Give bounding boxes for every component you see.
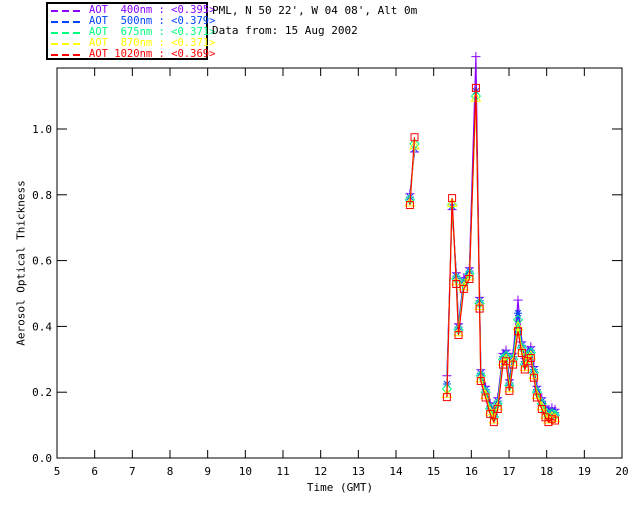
data-point-marker bbox=[505, 386, 514, 395]
legend-row: AOT 1020nm : <0.369> bbox=[51, 49, 215, 60]
series-line-aot-400nm bbox=[409, 56, 556, 413]
y-tick-label: 0.6 bbox=[32, 255, 52, 268]
data-point-marker bbox=[529, 373, 538, 382]
data-point-marker bbox=[541, 413, 550, 422]
legend-row: AOT 400nm : <0.395> bbox=[51, 5, 215, 16]
x-tick-label: 20 bbox=[615, 465, 628, 478]
x-tick-label: 14 bbox=[389, 465, 403, 478]
series-markers-aot-500nm bbox=[405, 87, 559, 419]
data-point-marker bbox=[544, 418, 553, 427]
data-point-marker bbox=[476, 377, 485, 385]
legend-label: AOT 400nm : <0.395> bbox=[89, 4, 216, 16]
data-point-marker bbox=[512, 314, 524, 326]
legend-row: AOT 500nm : <0.379> bbox=[51, 16, 215, 27]
data-point-marker bbox=[459, 284, 468, 293]
x-tick-label: 19 bbox=[578, 465, 591, 478]
data-point-marker bbox=[514, 327, 522, 336]
x-tick-label: 13 bbox=[352, 465, 365, 478]
data-point-marker bbox=[410, 133, 419, 142]
data-point-marker bbox=[454, 331, 463, 339]
data-point-marker bbox=[481, 393, 490, 402]
legend-label: AOT 870nm : <0.371> bbox=[89, 37, 216, 49]
legend-label: AOT 500nm : <0.379> bbox=[89, 15, 216, 27]
data-point-marker bbox=[514, 309, 522, 318]
data-point-marker bbox=[532, 393, 541, 402]
data-point-marker bbox=[509, 360, 518, 369]
legend-dash-sample bbox=[51, 42, 83, 45]
data-point-marker bbox=[513, 295, 523, 305]
x-tick-label: 9 bbox=[204, 465, 211, 478]
data-point-marker bbox=[409, 139, 420, 150]
x-tick-label: 10 bbox=[239, 465, 252, 478]
legend-dash-sample bbox=[51, 53, 83, 56]
legend-label: AOT 1020nm : <0.369> bbox=[89, 48, 216, 60]
data-point-marker bbox=[517, 349, 526, 357]
data-point-marker bbox=[537, 405, 546, 413]
data-point-marker bbox=[526, 354, 535, 362]
y-tick-label: 1.0 bbox=[32, 123, 52, 136]
data-point-marker bbox=[520, 365, 529, 374]
data-point-marker bbox=[523, 357, 532, 366]
legend-label: AOT 675nm : <0.371> bbox=[89, 26, 216, 38]
data-point-marker bbox=[499, 360, 507, 369]
y-tick-label: 0.4 bbox=[32, 320, 52, 333]
x-tick-label: 8 bbox=[167, 465, 174, 478]
data-point-marker bbox=[493, 405, 502, 413]
legend-row: AOT 870nm : <0.371> bbox=[51, 38, 215, 49]
data-point-marker bbox=[471, 52, 481, 62]
legend-row: AOT 675nm : <0.371> bbox=[51, 27, 215, 38]
data-point-marker bbox=[512, 320, 524, 331]
data-point-marker bbox=[551, 416, 559, 425]
series-markers-aot-1020nm bbox=[405, 83, 559, 427]
y-tick-label: 0.8 bbox=[32, 189, 52, 202]
legend: AOT 400nm : <0.395> AOT 500nm : <0.379> AO… bbox=[46, 2, 215, 60]
x-tick-label: 16 bbox=[465, 465, 478, 478]
x-tick-label: 7 bbox=[129, 465, 136, 478]
x-tick-label: 6 bbox=[91, 465, 98, 478]
x-tick-label: 18 bbox=[540, 465, 553, 478]
site-info: PML, N 50 22', W 04 08', Alt 0m bbox=[212, 4, 418, 17]
x-tick-label: 12 bbox=[314, 465, 327, 478]
legend-dash-sample bbox=[51, 9, 83, 12]
data-point-marker bbox=[448, 194, 457, 203]
data-point-marker bbox=[471, 83, 480, 92]
data-point-marker bbox=[489, 418, 498, 427]
x-tick-label: 17 bbox=[502, 465, 515, 478]
data-point-marker bbox=[547, 414, 556, 423]
series-markers-aot-400nm bbox=[405, 52, 560, 416]
data-point-marker bbox=[442, 393, 451, 402]
x-tick-label: 11 bbox=[276, 465, 289, 478]
date-info: Data from: 15 Aug 2002 bbox=[212, 24, 358, 37]
legend-dash-sample bbox=[51, 20, 83, 23]
y-tick-label: 0.2 bbox=[32, 386, 52, 399]
axes-box bbox=[56, 67, 623, 459]
data-point-marker bbox=[475, 304, 484, 313]
legend-dash-sample bbox=[51, 31, 83, 34]
data-point-marker bbox=[465, 275, 474, 283]
data-point-marker bbox=[486, 409, 495, 418]
y-tick-label: 0.0 bbox=[32, 452, 52, 465]
x-tick-label: 5 bbox=[54, 465, 61, 478]
x-axis-label: Time (GMT) bbox=[306, 481, 374, 494]
data-point-marker bbox=[405, 201, 414, 209]
x-tick-label: 15 bbox=[427, 465, 440, 478]
